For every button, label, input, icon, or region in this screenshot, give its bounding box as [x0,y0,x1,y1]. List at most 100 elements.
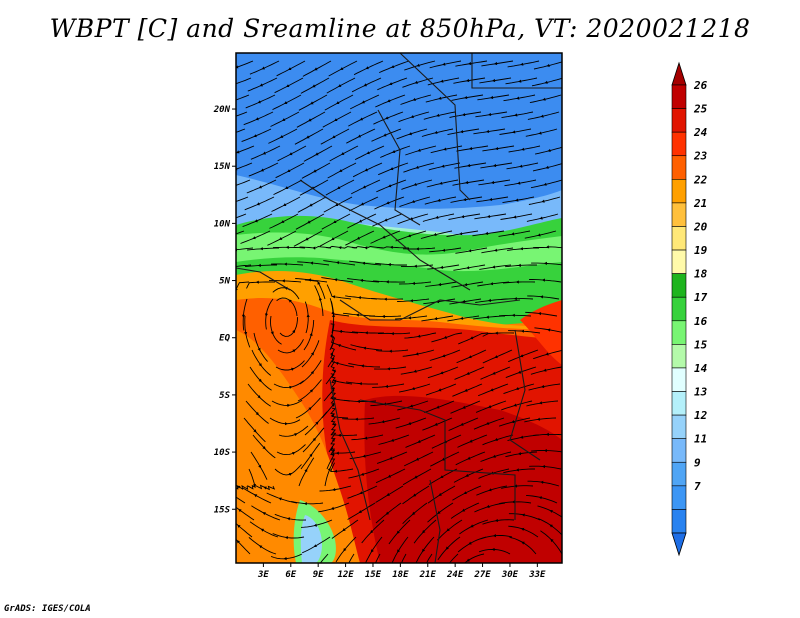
streamline-arrow [439,181,443,185]
streamline-arrow [356,399,360,403]
streamline [270,263,304,266]
streamline-arrow [285,245,289,249]
streamline [296,111,326,128]
streamline-arrow [410,115,414,119]
colorbar-swatch [671,108,687,133]
streamline-arrow [284,536,289,540]
streamline-arrow [520,62,524,66]
streamline-arrow [252,483,256,488]
streamline [327,342,336,368]
streamline-arrow [360,202,364,206]
streamline-arrow [520,527,525,531]
streamline-arrow [360,364,364,368]
streamline-arrow [492,454,496,458]
streamline [277,145,307,162]
streamline [458,332,489,345]
streamline-arrow [253,429,257,433]
streamline [375,468,406,484]
streamline [276,60,306,77]
streamline-arrow [459,232,463,236]
streamline-arrow [460,316,464,320]
streamline-arrow [305,237,309,241]
streamline [248,537,277,555]
streamline [426,179,459,188]
streamline [347,278,380,283]
streamline-arrow [438,96,442,100]
streamline [402,485,430,505]
streamline [242,213,273,228]
streamline [240,230,271,244]
streamline-arrow [440,371,444,375]
streamline [244,264,277,268]
streamline [429,60,462,69]
lon-tick-label: 21E [419,570,437,580]
streamline-arrow [547,148,551,152]
streamline [400,366,433,375]
streamline [533,246,562,249]
streamline-arrow [440,265,444,269]
streamline-arrow [362,454,366,458]
map-frame [235,52,563,564]
streamline [528,383,561,391]
streamline-arrow [434,317,438,321]
streamline [245,94,276,109]
streamline-arrow [337,433,341,437]
streamline [324,94,354,111]
streamline-arrow [468,355,472,359]
streamline [448,417,479,431]
streamline [449,298,482,305]
streamline-arrow [331,237,335,241]
streamline [246,179,277,194]
streamline [236,128,246,133]
streamline-arrow [237,524,241,528]
streamline [350,179,381,195]
streamline-arrow [520,435,524,439]
colorbar-level-label: 17 [694,291,708,304]
streamline [403,451,434,467]
streamline-arrow [318,297,322,301]
streamline [247,383,271,407]
streamline [527,111,560,120]
streamline-arrow [381,420,385,424]
streamline-arrow [543,368,547,372]
streamline [244,196,275,211]
streamline-arrow [230,201,233,204]
streamline [236,496,246,504]
streamline-arrow [491,547,495,552]
streamline [446,230,479,238]
streamline-arrow [278,237,283,240]
streamline-arrow [446,565,449,568]
streamline-arrow [392,150,396,153]
streamline-arrow [486,129,490,133]
wbpt-field [236,53,562,563]
streamline-arrow [389,82,393,86]
streamline [450,196,483,203]
colorbar-swatch [671,179,687,204]
streamline [272,533,305,539]
streamline-arrow [338,246,342,250]
streamline [372,383,405,388]
streamline-arrow [309,203,313,207]
hottest-region [364,395,562,563]
streamline-arrow [285,422,288,426]
streamline [293,230,323,247]
streamline [349,451,382,460]
streamline [481,247,514,254]
streamline [527,295,560,300]
streamline [321,277,354,283]
streamline [375,502,402,524]
streamline-arrow [262,512,266,516]
grads-credit: GrADS: IGES/COLA [4,604,91,614]
streamline [374,366,407,370]
colorbar-level-label: 11 [694,433,707,446]
streamline [532,163,562,172]
streamline [236,162,253,170]
streamline [477,94,510,101]
streamline-arrow [255,411,259,416]
streamline [428,162,461,171]
streamline [391,536,409,563]
border-line [236,267,291,291]
streamline-arrow [521,513,525,517]
streamline-arrow [491,180,495,185]
streamline-arrow [370,549,374,553]
